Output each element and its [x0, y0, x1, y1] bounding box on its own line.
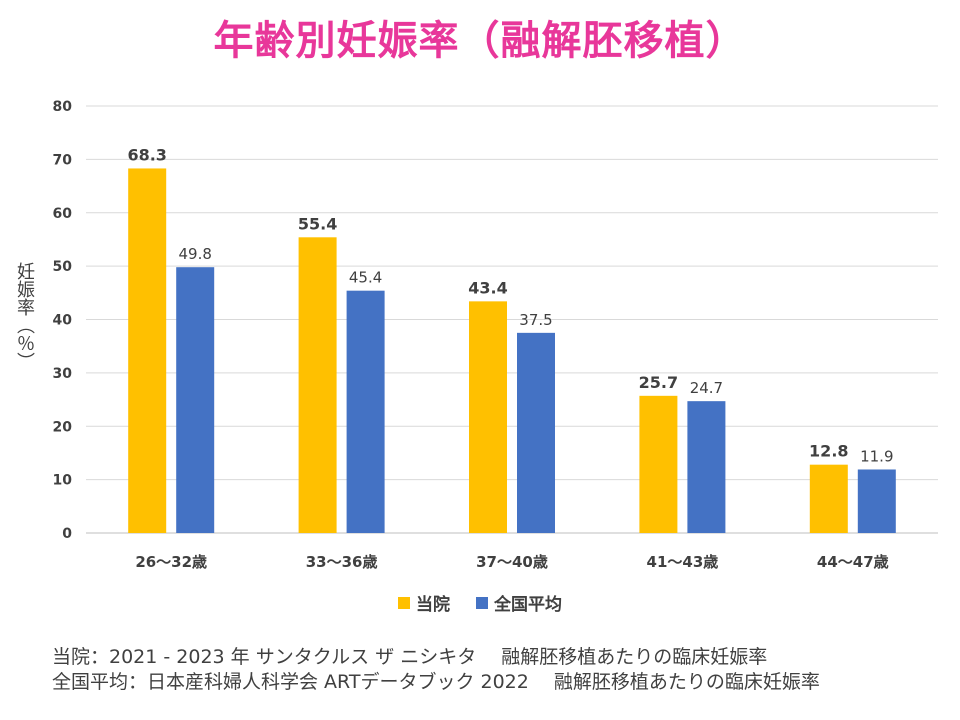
chart-title: 年齢別妊娠率（融解胚移植）: [213, 18, 747, 64]
bar: [128, 168, 167, 534]
legend-label: 全国平均: [493, 595, 562, 615]
data-label: 37.5: [519, 311, 552, 329]
x-tick-label: 33〜36歳: [306, 553, 378, 571]
legend-swatch: [475, 596, 488, 609]
y-tick-label: 0: [62, 526, 72, 542]
data-label: 55.4: [298, 214, 337, 233]
bar: [639, 395, 678, 533]
legend-swatch: [398, 596, 411, 609]
x-tick-label: 41〜43歳: [647, 553, 719, 571]
bar: [809, 464, 848, 533]
bar: [517, 332, 555, 533]
data-label: 11.9: [860, 447, 893, 465]
bar: [857, 469, 896, 533]
y-axis-label: 妊娠率（％）: [14, 262, 35, 370]
bar: [176, 267, 215, 533]
legend: 当院 全国平均: [0, 590, 960, 615]
data-label: 68.3: [127, 145, 166, 164]
data-label: 24.7: [690, 379, 723, 397]
data-label: 43.4: [468, 278, 507, 297]
y-tick-label: 60: [53, 206, 73, 222]
bar: [298, 237, 337, 534]
footnotes: 当院：2021 - 2023 年 サンタクルス ザ ニシキタ 融解胚移植あたりの…: [52, 645, 820, 695]
x-tick-label: 44〜47歳: [817, 553, 889, 571]
legend-item-series-1: 全国平均: [475, 590, 562, 615]
x-tick-label: 37〜40歳: [476, 553, 548, 571]
footnote-line: 全国平均：日本産科婦人科学会 ARTデータブック 2022 融解胚移植あたりの臨…: [52, 671, 820, 693]
y-tick-label: 20: [53, 419, 73, 435]
bar: [346, 290, 385, 533]
data-label: 45.4: [349, 269, 382, 287]
y-tick-label: 80: [53, 99, 73, 115]
data-label: 49.8: [178, 245, 211, 263]
y-tick-label: 70: [53, 152, 73, 168]
data-label: 12.8: [809, 442, 848, 461]
data-label: 25.7: [639, 373, 678, 392]
legend-label: 当院: [416, 595, 451, 615]
y-tick-label: 50: [53, 259, 73, 275]
bar: [469, 301, 507, 533]
y-tick-label: 40: [53, 313, 73, 329]
bar: [687, 401, 726, 533]
legend-item-series-0: 当院: [398, 590, 450, 615]
footnote-line: 当院：2021 - 2023 年 サンタクルス ザ ニシキタ 融解胚移植あたりの…: [52, 646, 768, 668]
y-tick-label: 10: [53, 473, 73, 489]
y-tick-label: 30: [53, 366, 73, 382]
x-tick-label: 26〜32歳: [135, 553, 207, 571]
